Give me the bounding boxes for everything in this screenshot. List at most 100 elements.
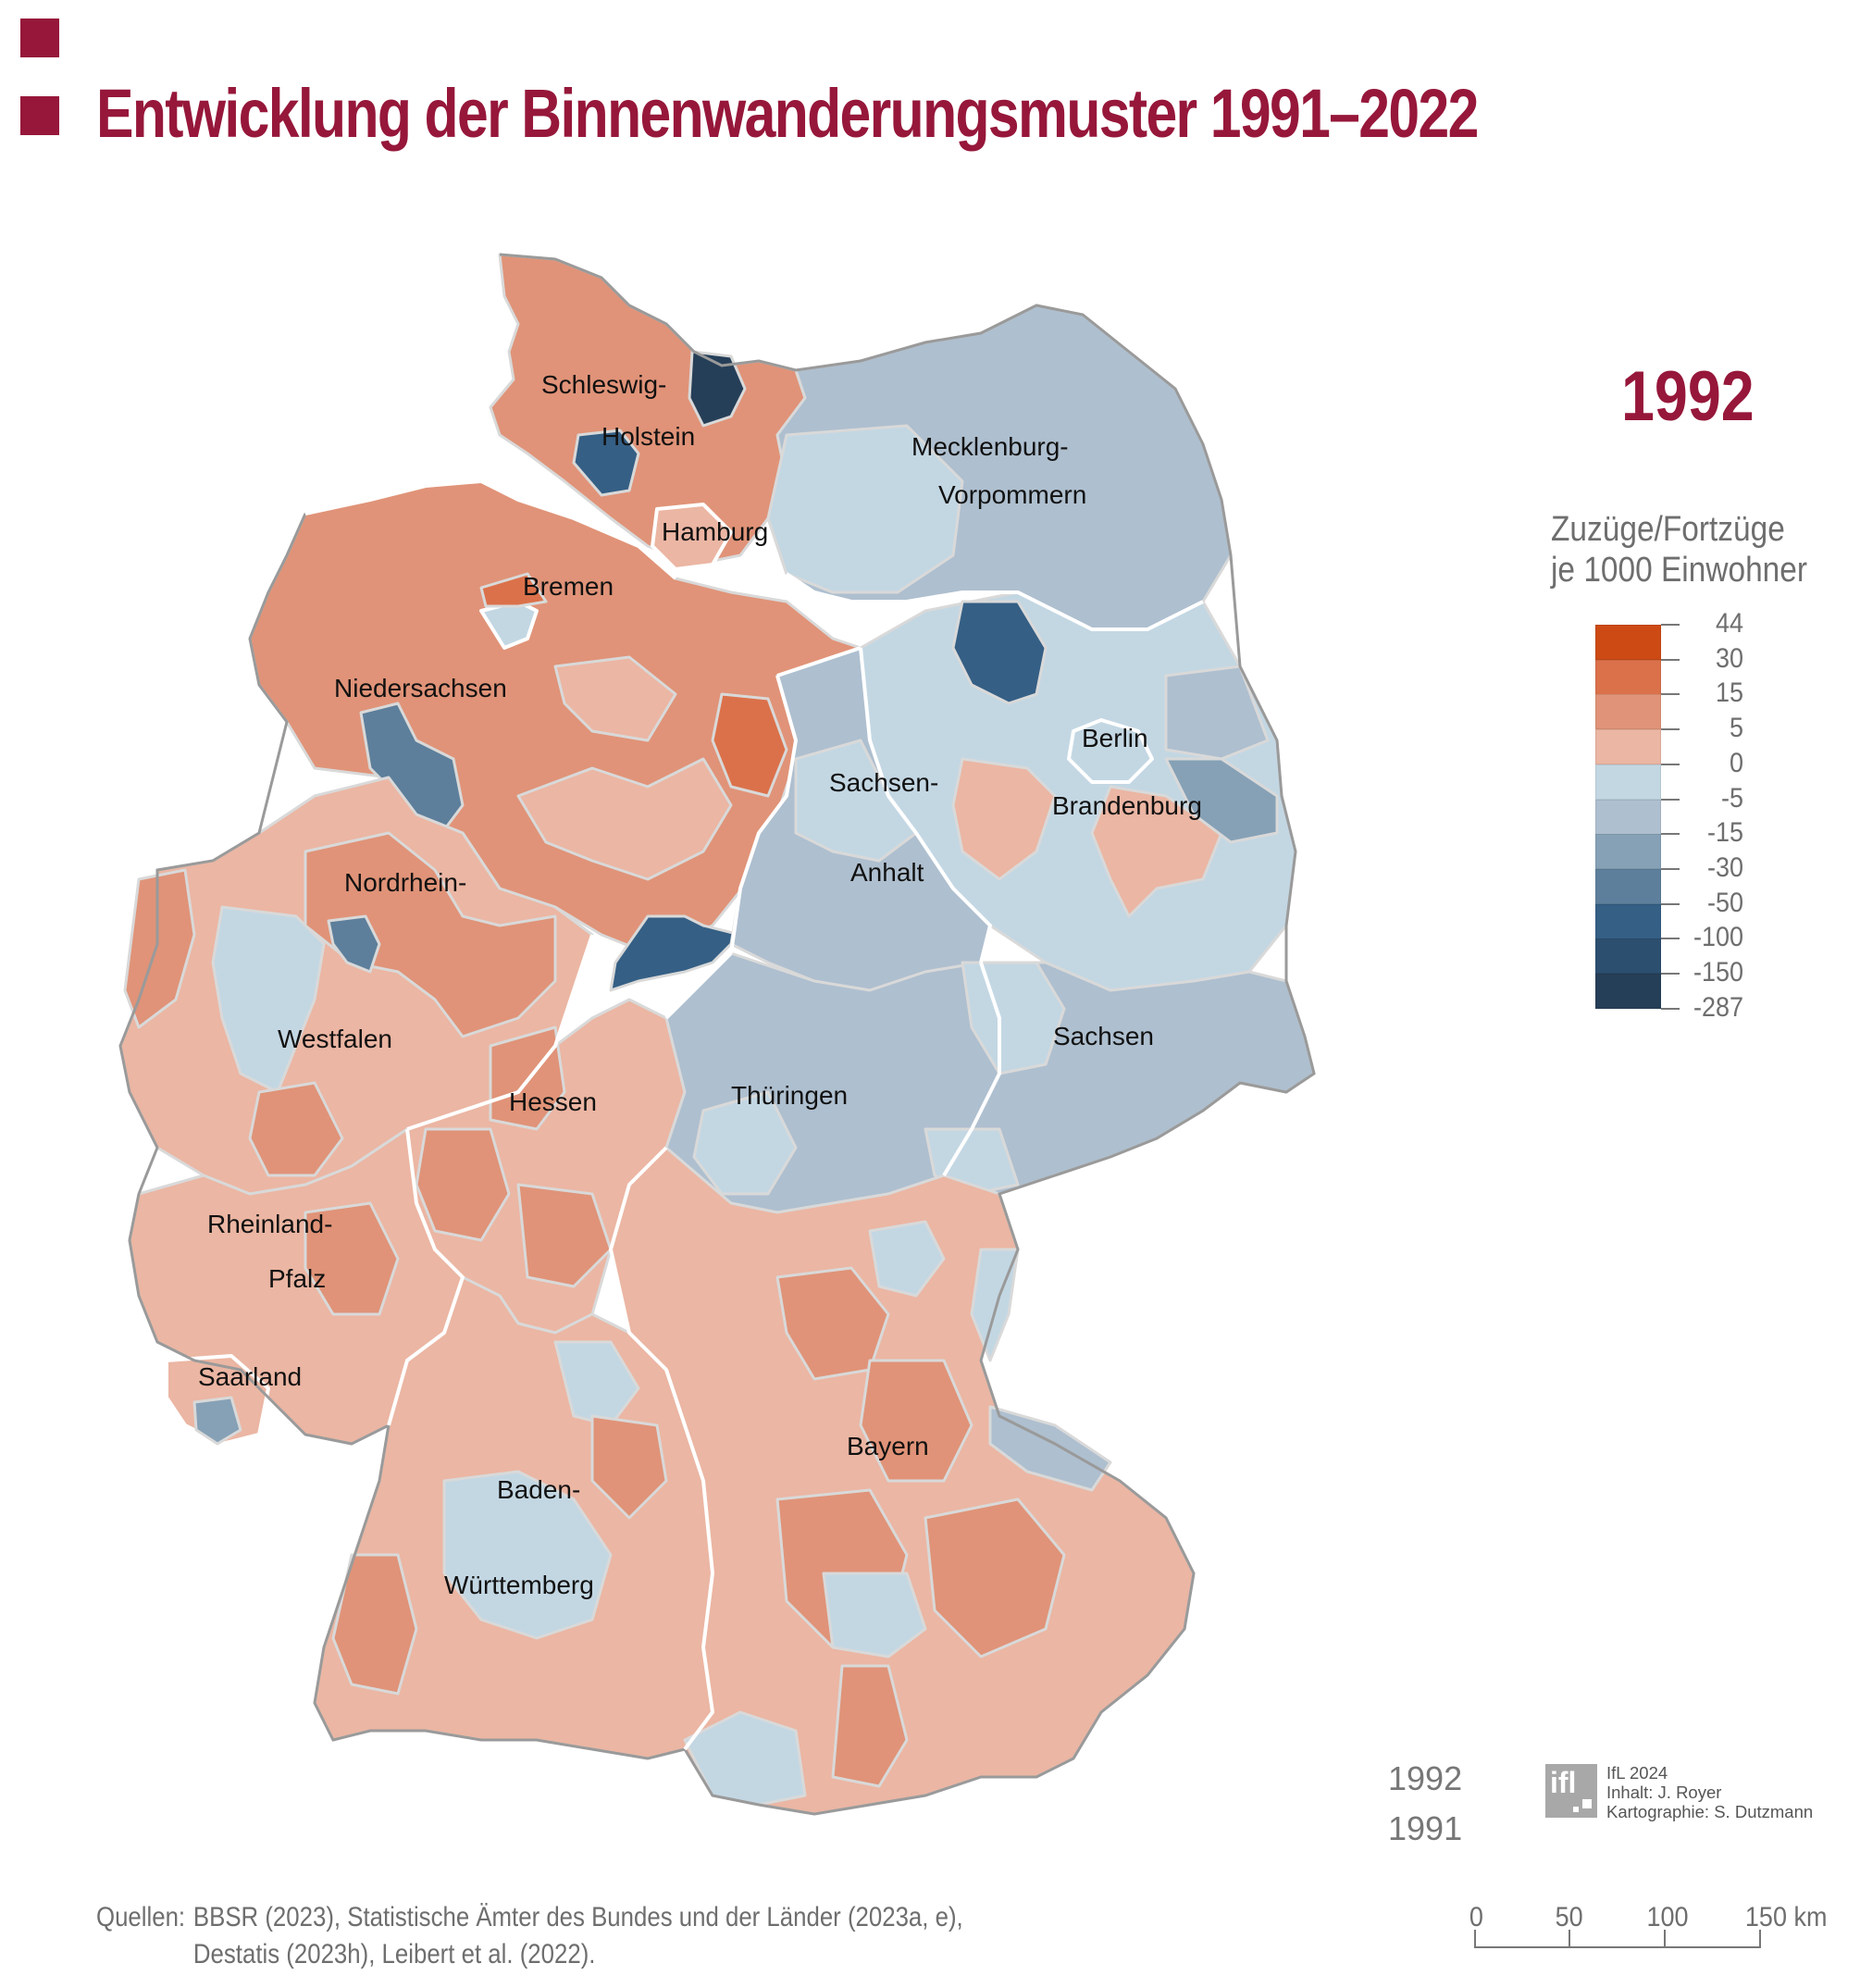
- ifl-logo-text: ifl: [1550, 1766, 1577, 1799]
- ifl-logo-icon: ifl: [1545, 1764, 1597, 1818]
- scale-tick: [1569, 1930, 1570, 1948]
- district-light-ns2: [553, 655, 677, 742]
- region-label-sachsen: Sachsen: [1053, 1022, 1154, 1050]
- sources: Quellen: BBSR (2023), Statistische Ämter …: [96, 1899, 963, 1973]
- legend-tick: [1661, 902, 1680, 905]
- legend-swatch: [1595, 834, 1661, 870]
- sources-line2: Destatis (2023h), Leibert et al. (2022).: [192, 1939, 596, 1969]
- district-blue-goslar: [609, 914, 742, 992]
- legend-title: Zuzüge/Fortzüge je 1000 Einwohner: [1551, 509, 1807, 590]
- region-label-rheinland-2: Pfalz: [268, 1264, 327, 1293]
- legend-swatch: [1595, 868, 1661, 904]
- region-label-nordrhein-1: Nordrhein-: [344, 868, 467, 897]
- year-item-1992[interactable]: 1992: [1388, 1759, 1463, 1797]
- scale-label-150: 150 km: [1744, 1902, 1828, 1932]
- scale-label-100: 100: [1646, 1902, 1689, 1932]
- region-label-bayern: Bayern: [847, 1432, 929, 1460]
- district-light-stuttgart: [442, 1470, 613, 1640]
- logo-square-small: [1573, 1807, 1579, 1812]
- scale-tick: [1759, 1930, 1761, 1948]
- region-label-hamburg: Hamburg: [662, 517, 769, 546]
- legend-tick: [1661, 833, 1680, 836]
- legend-tick-label: 30: [1715, 642, 1743, 674]
- region-label-brandenburg: Brandenburg: [1052, 791, 1202, 820]
- legend-swatch: [1595, 625, 1661, 660]
- legend-swatch: [1595, 694, 1661, 730]
- title-marker-top: [20, 19, 59, 57]
- district-orange-rlp: [304, 1201, 400, 1316]
- legend-tick: [1661, 763, 1680, 765]
- state-borders: [304, 478, 1204, 1751]
- district-light-munich: [822, 1572, 927, 1659]
- legend-tick: [1661, 798, 1680, 801]
- district-grey-bb-east: [1164, 665, 1270, 761]
- scale-label-0: 0: [1469, 1902, 1483, 1932]
- legend-swatch: [1595, 938, 1661, 975]
- sources-label: Quellen:: [96, 1902, 186, 1932]
- district-light-th: [692, 1090, 798, 1196]
- district-orange-nrw2: [248, 1081, 344, 1177]
- legend-title-line1: Zuzüge/Fortzüge: [1551, 510, 1785, 549]
- page-title: Entwicklung der Binnenwanderungsmuster 1…: [96, 75, 1479, 152]
- state-hamburg: [651, 503, 733, 571]
- region-label-berlin: Berlin: [1082, 724, 1148, 752]
- scale-label-50: 50: [1555, 1902, 1583, 1932]
- current-year: 1992: [1621, 357, 1755, 436]
- district-orange-bw-west: [331, 1553, 418, 1696]
- region-label-schleswig-holstein-1: Schleswig-: [541, 370, 667, 399]
- legend-swatch: [1595, 903, 1661, 939]
- scale-line: [1474, 1946, 1761, 1948]
- region-label-sachsen-anhalt-1: Sachsen-: [829, 768, 939, 797]
- legend-tick-label: -100: [1693, 922, 1743, 953]
- year-selector: 1992 1991: [1388, 1754, 1462, 1854]
- region-label-schleswig-holstein-2: Holstein: [601, 422, 696, 451]
- region-label-hessen: Hessen: [509, 1087, 597, 1116]
- district-light-oberfranken: [868, 1220, 946, 1298]
- legend-tick-label: -50: [1706, 887, 1743, 918]
- legend-tick-label: -5: [1720, 782, 1743, 814]
- district-light-ns1: [516, 757, 733, 881]
- district-light-bw-north: [553, 1340, 640, 1427]
- legend-tick: [1661, 867, 1680, 870]
- legend-tick-label: 44: [1715, 608, 1743, 639]
- district-salmon-dahme: [1090, 785, 1223, 918]
- district-orange-bw2: [590, 1414, 668, 1520]
- district-salmon-havelland: [951, 757, 1057, 881]
- sources-line1: BBSR (2023), Statistische Ämter des Bund…: [192, 1902, 963, 1932]
- region-label-thueringen: Thüringen: [731, 1081, 849, 1110]
- credits: IfL 2024 Inhalt: J. Royer Kartographie: …: [1606, 1763, 1813, 1821]
- state-berlin: [1067, 718, 1154, 784]
- legend-tick: [1661, 973, 1680, 975]
- legend-tick-label: -30: [1706, 851, 1743, 883]
- district-orange-bayern-south3: [831, 1664, 909, 1788]
- region-label-westfalen: Westfalen: [278, 1025, 392, 1053]
- legend-tick-label: -15: [1706, 817, 1743, 849]
- district-dark-sh: [688, 350, 747, 428]
- district-light-mv: [766, 424, 964, 594]
- region-label-niedersachsen: Niedersachsen: [334, 674, 507, 702]
- legend-tick: [1661, 1007, 1680, 1010]
- region-label-bremen: Bremen: [523, 572, 614, 601]
- legend-title-line2: je 1000 Einwohner: [1551, 551, 1808, 590]
- legend-tick-label: -150: [1693, 957, 1743, 988]
- region-label-mecklenburg-1: Mecklenburg-: [911, 432, 1069, 461]
- legend-tick-label: 0: [1729, 747, 1743, 778]
- district-orange-hessen3: [516, 1183, 613, 1288]
- year-item-1991[interactable]: 1991: [1388, 1809, 1463, 1847]
- legend-tick-label: 5: [1729, 713, 1743, 744]
- legend-swatch: [1595, 974, 1661, 1009]
- legend-swatch: [1595, 764, 1661, 800]
- title-marker: [20, 96, 59, 135]
- legend-tick-label: 15: [1715, 677, 1743, 709]
- district-orange-ns: [711, 692, 788, 798]
- legend-tick: [1661, 624, 1680, 626]
- district-light-sa: [794, 739, 918, 863]
- district-ruhr-light: [211, 905, 326, 1094]
- legend-tick: [1661, 938, 1680, 940]
- region-label-rheinland-1: Rheinland-: [207, 1210, 333, 1238]
- region-label-sachsen-anhalt-2: Anhalt: [850, 858, 924, 887]
- legend-swatch: [1595, 729, 1661, 765]
- region-label-mecklenburg-2: Vorpommern: [938, 480, 1087, 509]
- district-orange-hessen2: [415, 1127, 511, 1242]
